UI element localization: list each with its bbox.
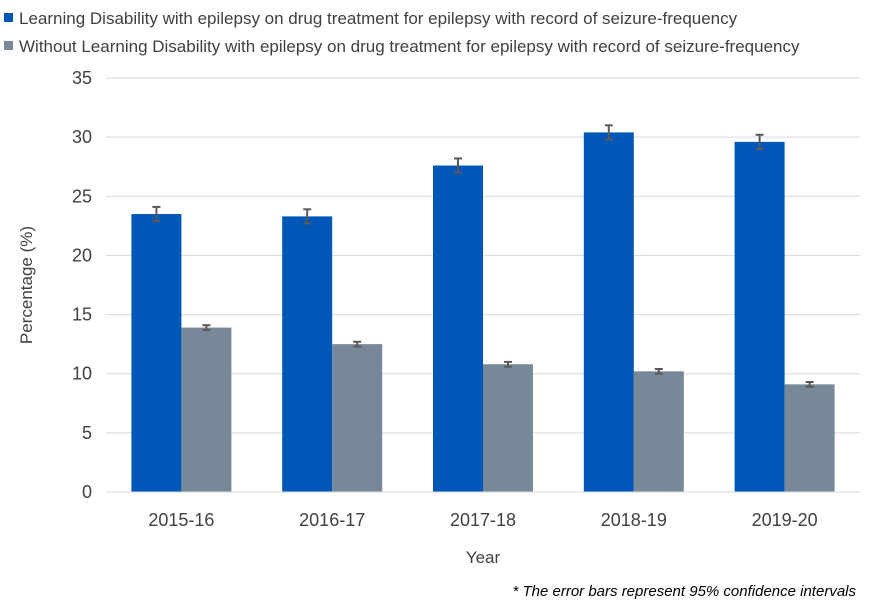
error-bar	[303, 208, 312, 225]
x-tick-label: 2015-16	[148, 510, 214, 530]
x-axis-title: Year	[466, 548, 501, 567]
y-axis-ticks: 0 5 10 15 20 25 30 35	[72, 68, 92, 502]
error-bar	[755, 133, 764, 150]
y-tick-label: 15	[72, 305, 92, 325]
legend-label-without-learning-disability: Without Learning Disability with epileps…	[19, 37, 800, 56]
bar-ld-2018-19	[583, 132, 634, 492]
y-tick-label: 30	[72, 127, 92, 147]
error-bar	[353, 340, 362, 348]
error-bar	[604, 124, 613, 141]
x-tick-label: 2017-18	[450, 510, 516, 530]
y-tick-label: 5	[82, 423, 92, 443]
bar-non-ld-2019-20	[784, 384, 835, 492]
bar-non-ld-2018-19	[633, 371, 684, 492]
error-bar	[654, 367, 663, 375]
x-tick-label: 2019-20	[752, 510, 818, 530]
error-bar	[805, 380, 814, 388]
x-tick-label: 2016-17	[299, 510, 365, 530]
x-tick-label: 2018-19	[601, 510, 667, 530]
y-tick-label: 20	[72, 245, 92, 265]
y-tick-label: 0	[82, 482, 92, 502]
bar-non-ld-2017-18	[483, 364, 533, 492]
error-bar	[152, 205, 161, 223]
bar-non-ld-2016-17	[332, 344, 383, 492]
legend: Learning Disability with epilepsy on dru…	[4, 9, 800, 56]
y-axis-title: Percentage (%)	[17, 226, 36, 344]
error-bar	[454, 157, 462, 174]
bar-ld-2017-18	[433, 165, 483, 492]
x-axis-ticks: 2015-16 2016-17 2017-18 2018-19 2019-20	[148, 510, 817, 530]
bar-ld-2016-17	[282, 216, 333, 492]
legend-label-learning-disability: Learning Disability with epilepsy on dru…	[19, 9, 738, 28]
legend-swatch-without-learning-disability	[4, 41, 13, 50]
y-tick-label: 35	[72, 68, 92, 88]
error-bar	[202, 324, 211, 331]
bar-non-ld-2015-16	[181, 327, 232, 492]
error-bars	[152, 124, 814, 388]
bar-ld-2019-20	[734, 141, 785, 493]
footnote: * The error bars represent 95% confidenc…	[512, 583, 856, 600]
y-tick-label: 10	[72, 364, 92, 384]
y-tick-label: 25	[72, 186, 92, 206]
bar-ld-2015-16	[131, 214, 182, 492]
bars	[131, 132, 835, 493]
error-bar	[504, 360, 512, 368]
legend-swatch-learning-disability	[4, 13, 13, 22]
